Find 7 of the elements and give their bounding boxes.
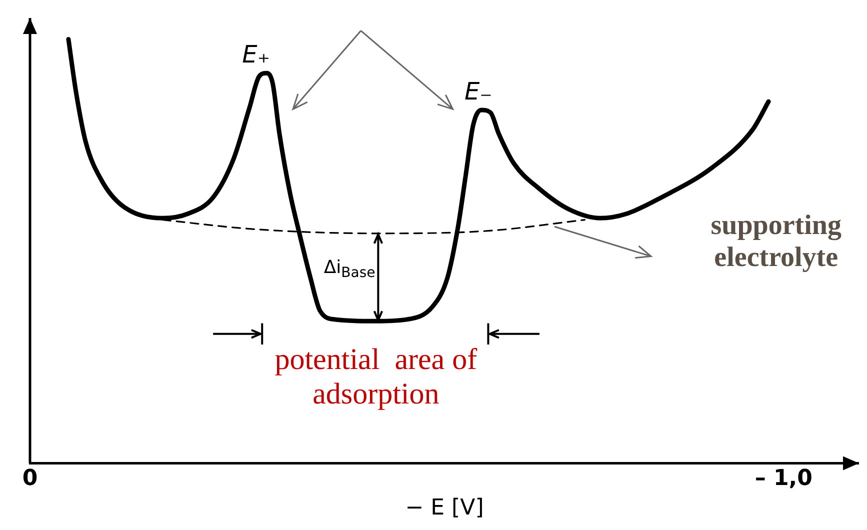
- x-tick-label: – 1,0: [754, 466, 812, 492]
- annotation: potential area of adsorption: [274, 343, 478, 411]
- x-tick-label: 0: [22, 466, 38, 492]
- annotation: supporting electrolyte: [710, 210, 842, 274]
- annotation: E₊: [242, 40, 270, 68]
- annotation: E₋: [464, 77, 492, 106]
- x-axis-title: − E [V]: [405, 496, 484, 521]
